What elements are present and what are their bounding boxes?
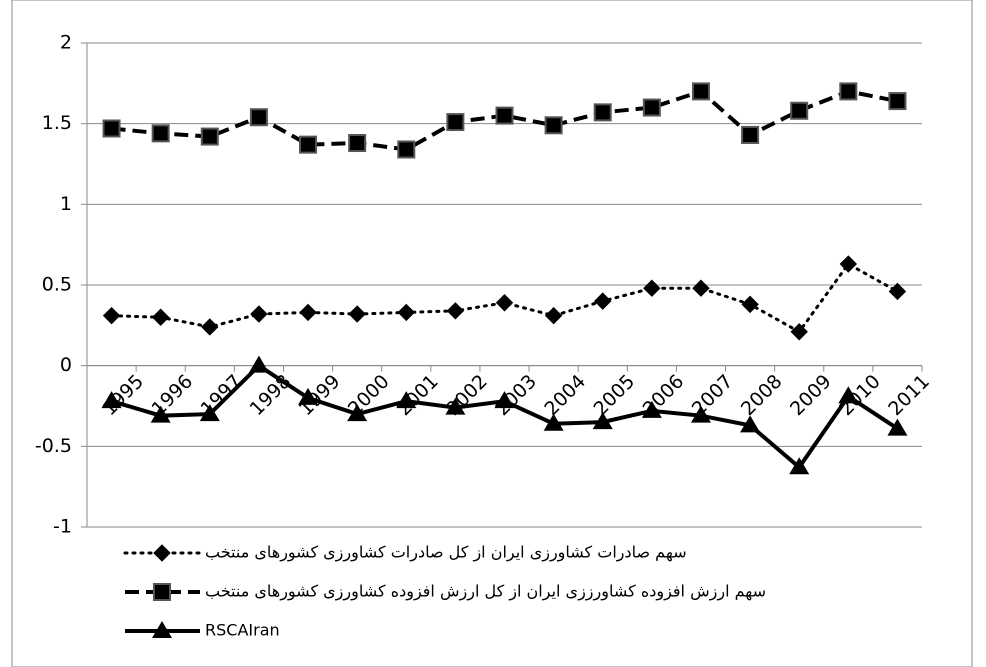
data-point — [153, 125, 169, 141]
y-tick-label: 1.5 — [42, 112, 72, 134]
y-tick-label: 0.5 — [42, 274, 72, 296]
data-point — [447, 114, 463, 130]
data-point — [300, 137, 316, 153]
data-point — [546, 117, 562, 133]
data-point — [202, 129, 218, 145]
y-tick-label: -1 — [53, 516, 72, 538]
legend-label: سهم صادرات کشاورزی ایران از کل صادرات کش… — [205, 543, 687, 563]
data-point — [349, 135, 365, 151]
y-tick-label: 0 — [60, 354, 72, 376]
data-point — [840, 83, 856, 99]
data-point — [398, 141, 414, 157]
data-point — [154, 584, 170, 600]
data-point — [644, 100, 660, 116]
y-tick-label: 2 — [60, 32, 72, 54]
data-point — [251, 109, 267, 125]
legend-label: سهم ارزش افزوده کشاورززی ایران از کل ارز… — [205, 582, 766, 602]
data-point — [595, 104, 611, 120]
y-tick-label: 1 — [60, 193, 72, 215]
legend-label: RSCAIran — [205, 621, 280, 640]
chart: 21.510.50-0.5-11995199619971998199920002… — [0, 0, 986, 667]
y-tick-label: -0.5 — [35, 435, 72, 457]
data-point — [791, 103, 807, 119]
data-point — [889, 93, 905, 109]
data-point — [497, 108, 513, 124]
data-point — [742, 127, 758, 143]
data-point — [104, 121, 120, 137]
data-point — [693, 83, 709, 99]
